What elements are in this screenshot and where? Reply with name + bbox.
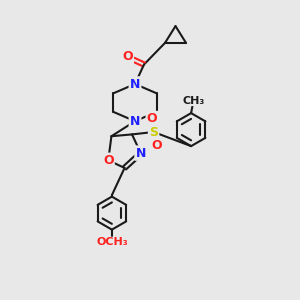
Text: O: O [147, 112, 158, 125]
Text: S: S [149, 125, 158, 139]
Text: N: N [130, 77, 140, 91]
Text: CH₃: CH₃ [182, 95, 205, 106]
Text: O: O [122, 50, 133, 64]
Text: N: N [130, 115, 140, 128]
Text: O: O [103, 154, 114, 167]
Text: O: O [151, 139, 162, 152]
Text: OCH₃: OCH₃ [96, 237, 128, 247]
Text: N: N [136, 147, 146, 160]
